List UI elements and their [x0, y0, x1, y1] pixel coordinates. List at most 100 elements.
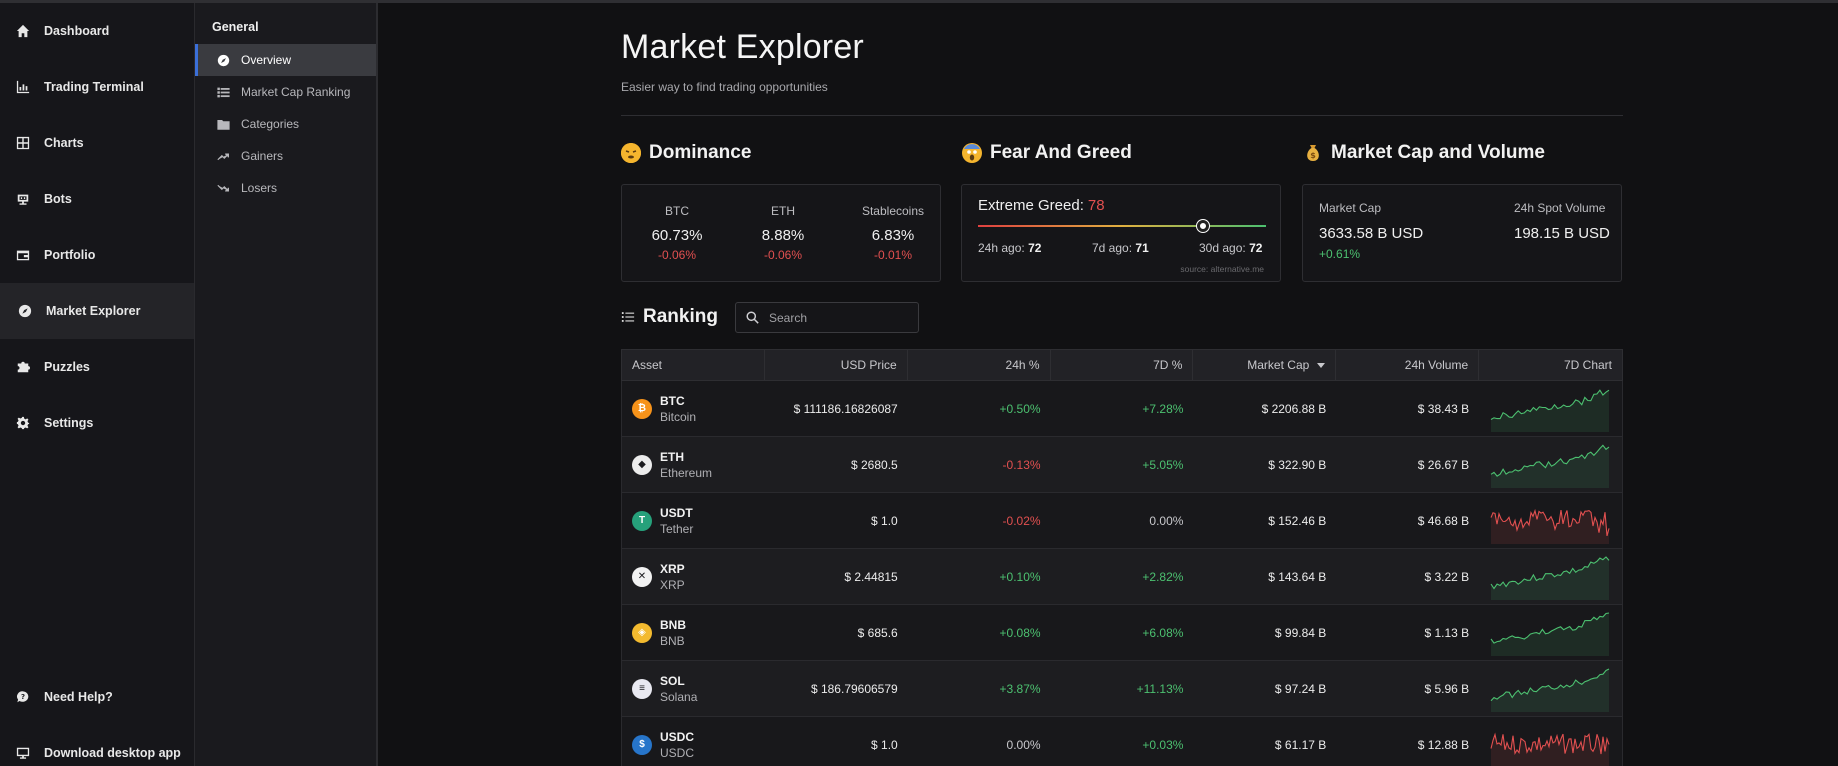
dominance-label: Stablecoins: [861, 204, 925, 218]
fear-greed-title: Fear And Greed: [962, 142, 1132, 164]
col-7d-chart[interactable]: 7D Chart: [1479, 350, 1622, 380]
sparkline-line: [1490, 508, 1610, 536]
volume-cell: $ 12.88 B: [1417, 737, 1470, 752]
asset-name: Ethereum: [660, 465, 713, 480]
col-label: Asset: [632, 358, 663, 372]
market-cap-cell: $ 2206.88 B: [1261, 401, 1327, 416]
nav-item-bots[interactable]: Bots: [0, 171, 194, 227]
market-cap-card: Market Cap 3633.58 B USD +0.61% 24h Spot…: [1302, 184, 1622, 282]
fear-greed-gauge: [978, 220, 1266, 232]
search-box[interactable]: [735, 302, 919, 333]
huffing-face-icon: [621, 143, 641, 163]
col-asset[interactable]: Asset: [622, 350, 765, 380]
sparkline-chart: [1490, 555, 1610, 600]
table-row[interactable]: ≡ SOL Solana $ 186.79606579 +3.87% +11.13% $ 9…: [621, 661, 1623, 717]
sparkline-cell: [1479, 381, 1622, 436]
col-label: USD Price: [840, 358, 897, 372]
nav-item-settings[interactable]: Settings: [0, 395, 194, 451]
volume-cell: $ 26.67 B: [1417, 457, 1470, 472]
col-label: Market Cap: [1247, 358, 1310, 372]
subnav-item-overview[interactable]: Overview: [195, 44, 376, 76]
col-market-cap[interactable]: Market Cap: [1193, 350, 1337, 380]
market-cap-cell: $ 143.64 B: [1268, 569, 1327, 584]
market-cap-title-text: Market Cap and Volume: [1331, 142, 1545, 163]
asset-symbol: BTC: [660, 393, 685, 408]
market-cap-cell: $ 322.90 B: [1268, 457, 1327, 472]
asset-symbol: USDC: [660, 729, 695, 744]
table-row[interactable]: ₿ BTC Bitcoin $ 111186.16826087 +0.50% +7.28%…: [621, 381, 1623, 437]
price-cell: $ 186.79606579: [810, 681, 898, 696]
col-label: 7D Chart: [1563, 358, 1613, 372]
subnav-item-market-cap-ranking[interactable]: Market Cap Ranking: [195, 76, 376, 108]
need-help-link[interactable]: ? Need Help?: [0, 669, 194, 725]
table-row[interactable]: $ USDC USDC $ 1.0 0.00% +0.03% $ 61.17 B $ 12.8…: [621, 717, 1623, 766]
spot-volume-label: 24h Spot Volume: [1514, 201, 1606, 215]
asset-name: Bitcoin: [660, 409, 697, 424]
price-cell: $ 1.0: [871, 737, 898, 752]
nav-item-trading-terminal[interactable]: Trading Terminal: [0, 59, 194, 115]
money-bag-icon: $: [1303, 143, 1323, 163]
svg-text:$: $: [1310, 151, 1316, 160]
sparkline-chart: [1490, 443, 1610, 488]
fear-greed-status: Extreme Greed:: [978, 197, 1084, 214]
nav-item-dashboard[interactable]: Dashboard: [0, 3, 194, 59]
dominance-change: -0.06%: [763, 248, 803, 262]
subnav-item-gainers[interactable]: Gainers: [195, 140, 376, 172]
nav-label: Charts: [44, 136, 84, 150]
asset-symbol: SOL: [660, 673, 685, 688]
nav-item-charts[interactable]: Charts: [0, 115, 194, 171]
dominance-change: -0.01%: [873, 248, 913, 262]
table-row[interactable]: T USDT Tether $ 1.0 -0.02% 0.00% $ 152.46 B $ 4…: [621, 493, 1623, 549]
col-24h-volume[interactable]: 24h Volume: [1336, 350, 1480, 380]
dominance-label: ETH: [771, 204, 795, 218]
sort-desc-icon: [1317, 362, 1326, 368]
download-desktop-link[interactable]: Download desktop app: [0, 725, 194, 766]
asset-name: Solana: [660, 689, 698, 704]
col-usd-price[interactable]: USD Price: [765, 350, 908, 380]
ago-label: 30d ago:: [1199, 241, 1246, 255]
sparkline-line: [1490, 555, 1610, 589]
help-chat-icon: ?: [16, 690, 30, 704]
nav-item-portfolio[interactable]: Portfolio: [0, 227, 194, 283]
sparkline-cell: [1479, 717, 1622, 766]
asset-cell: ₿ BTC Bitcoin: [622, 381, 765, 436]
market-cap-label: Market Cap: [1319, 201, 1382, 215]
asset-cell: ✕ XRP XRP: [622, 549, 765, 604]
table-row[interactable]: ✕ XRP XRP $ 2.44815 +0.10% +2.82% $ 143.64 B $ …: [621, 549, 1623, 605]
nav-label: Market Explorer: [46, 304, 141, 318]
sparkline-chart: [1490, 388, 1610, 432]
table-row[interactable]: ◆ ETH Ethereum $ 2680.5 -0.13% +5.05% $ 322.90…: [621, 437, 1623, 493]
change-7d-cell: +5.05%: [1142, 457, 1184, 472]
fear-greed-card: Extreme Greed: 78 24h ago: 72 7d ago: 71 …: [961, 184, 1281, 282]
col-7d[interactable]: 7D %: [1051, 350, 1194, 380]
asset-symbol: ETH: [660, 449, 684, 464]
col-24h[interactable]: 24h %: [908, 350, 1051, 380]
sparkline-chart: [1490, 508, 1610, 544]
bot-icon: [16, 192, 30, 206]
change-24h-cell: +0.50%: [999, 401, 1041, 416]
ago-label: 24h ago:: [978, 241, 1025, 255]
nav-label: Dashboard: [44, 24, 110, 38]
puzzle-icon: [16, 360, 30, 374]
search-input[interactable]: [769, 310, 909, 325]
screaming-face-icon: [962, 143, 982, 163]
dominance-title: Dominance: [621, 142, 751, 164]
market-cap-cell: $ 99.84 B: [1274, 625, 1327, 640]
dominance-label: BTC: [665, 204, 689, 218]
coin-xrp-icon: ✕: [632, 566, 652, 587]
market-cap-cell: $ 61.17 B: [1274, 737, 1327, 752]
table-row[interactable]: ◈ BNB BNB $ 685.6 +0.08% +6.08% $ 99.84 B $ 1.1…: [621, 605, 1623, 661]
sparkline-area: [1491, 509, 1610, 544]
asset-cell: ◆ ETH Ethereum: [622, 437, 765, 492]
subnav-item-categories[interactable]: Categories: [195, 108, 376, 140]
ranking-title: Ranking: [621, 306, 718, 328]
asset-cell: ≡ SOL Solana: [622, 661, 765, 716]
home-icon: [16, 24, 30, 38]
sparkline-chart: [1490, 668, 1610, 712]
subnav-item-losers[interactable]: Losers: [195, 172, 376, 204]
nav-item-puzzles[interactable]: Puzzles: [0, 339, 194, 395]
price-cell: $ 685.6: [857, 625, 898, 640]
nav-item-market-explorer[interactable]: Market Explorer: [0, 283, 194, 339]
list-icon: [217, 86, 231, 99]
sparkline-area: [1491, 668, 1610, 712]
